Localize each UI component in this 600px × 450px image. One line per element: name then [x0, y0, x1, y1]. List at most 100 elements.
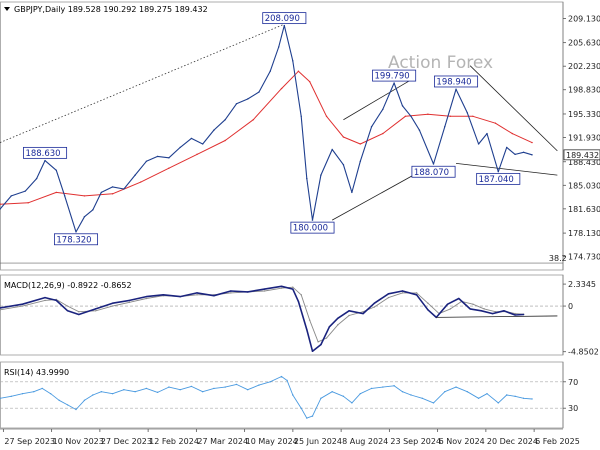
macd-line-point: [480, 310, 483, 312]
macd-signal-line-point: [348, 314, 350, 317]
macd-signal-line-point: [514, 312, 516, 315]
price-line-point: [418, 129, 421, 131]
price-line-point: [466, 112, 468, 114]
macd-line-point: [337, 317, 339, 319]
price-line-point: [213, 129, 215, 131]
ma-line-point: [308, 80, 311, 83]
price-line-point: [156, 155, 159, 158]
rsi-title: RSI(14) 43.9990: [4, 368, 69, 377]
rsi-line-point: [179, 389, 181, 391]
rsi-line-point: [100, 391, 103, 393]
rsi-line-point: [444, 391, 446, 393]
price-line-point: [455, 88, 457, 90]
rsi-line-point: [351, 402, 353, 404]
ma-line-point: [140, 181, 142, 183]
price-line-point: [235, 103, 238, 105]
macd-line-point: [373, 302, 376, 304]
price-line-point: [514, 153, 516, 156]
rsi-line-point: [292, 394, 294, 396]
x-tick-label: 10 May 2024: [246, 437, 298, 446]
rsi-y-tick-label: 70: [568, 378, 578, 387]
price-line-point: [111, 186, 114, 188]
rsi-line: [0, 376, 533, 419]
macd-line-point: [415, 294, 418, 296]
macd-signal-line-point: [44, 299, 46, 302]
rsi-line-point: [168, 386, 170, 388]
annotation-label: 199.790: [375, 72, 410, 82]
chart-title: GBPJPY,Daily 189.528 190.292 189.275 189…: [14, 5, 208, 14]
x-tick-label: 27 Mar 2024: [197, 437, 248, 446]
macd-trendline: [436, 315, 558, 318]
rsi-line-point: [370, 387, 373, 390]
macd-signal-line-point: [263, 290, 266, 292]
rsi-line-point: [286, 379, 288, 382]
macd-line-point: [280, 285, 283, 287]
rsi-line-point: [393, 385, 395, 387]
macd-line-point: [320, 343, 322, 346]
price-line-point: [432, 163, 435, 165]
rsi-line-point: [506, 394, 508, 396]
rsi-line-point: [432, 402, 435, 404]
macd-line-point: [503, 310, 505, 312]
rsi-line-point: [213, 387, 215, 390]
macd-signal-line-point: [427, 302, 429, 304]
y-tick-label: 198.830: [568, 86, 600, 95]
ma-line-point: [342, 136, 345, 138]
macd-line-point: [446, 303, 449, 305]
rsi-line-point: [300, 407, 302, 409]
macd-line-point: [78, 313, 80, 316]
rsi-line-point: [83, 399, 86, 401]
rsi-line-point: [280, 375, 283, 378]
ma-line-point: [252, 119, 255, 121]
rsi-line-point: [92, 394, 94, 396]
dotted-trendline: [0, 23, 285, 143]
rsi-line-point: [455, 386, 457, 388]
ma-line-point: [472, 115, 474, 117]
macd-signal-line-point: [280, 287, 283, 289]
rsi-line-point: [75, 408, 77, 411]
annotation-label: 188.630: [25, 149, 60, 159]
macd-signal-line-point: [483, 308, 485, 310]
macd-line-point: [306, 328, 308, 331]
rsi-line-point: [123, 389, 125, 391]
price-line-point: [145, 160, 148, 162]
x-tick-label: 27 Dec 2023: [101, 437, 152, 446]
rsi-line-point: [33, 391, 35, 393]
price-line-point: [168, 157, 170, 159]
rsi-line-point: [306, 417, 308, 419]
panel-frame: [0, 1, 564, 271]
price-line-point: [306, 177, 308, 180]
macd-line-point: [469, 308, 471, 310]
macd-signal-line-point: [230, 292, 232, 294]
ma-line-point: [83, 195, 86, 197]
price-line-point: [201, 143, 204, 145]
annotation-label: 178.320: [56, 235, 91, 245]
price-line-point: [311, 219, 314, 221]
y-tick-label: 202.230: [568, 62, 600, 71]
price-line-point: [331, 148, 333, 151]
annotation-box: [372, 69, 417, 82]
annotation-box: [434, 75, 479, 88]
price-line-point: [75, 231, 77, 233]
y-tick-label: 181.630: [568, 205, 600, 214]
macd-line-point: [297, 300, 300, 303]
ma-line-point: [224, 139, 226, 142]
macd-title: MACD(12,26,9) -0.8922 -0.8652: [4, 281, 132, 290]
x-tick-label: 27 Sep 2023: [4, 437, 55, 446]
ma-line-point: [196, 153, 198, 156]
ma-line-point: [511, 132, 514, 135]
rsi-line-point: [359, 392, 362, 395]
rsi-line-point: [320, 397, 322, 399]
ma-line-point: [449, 115, 452, 117]
macd-signal-line: [0, 286, 524, 343]
price-line-point: [179, 146, 181, 149]
rsi-line-point: [486, 392, 488, 395]
price-line-point: [0, 208, 1, 210]
rsi-line-point: [497, 402, 499, 404]
macd-line-point: [66, 310, 69, 312]
price-line-point: [477, 143, 480, 145]
rsi-line-point: [382, 386, 384, 388]
rsi-line-point: [466, 391, 468, 393]
ma-line-point: [382, 132, 384, 135]
